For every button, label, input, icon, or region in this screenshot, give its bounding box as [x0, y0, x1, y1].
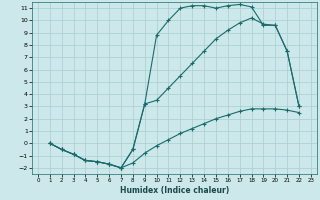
X-axis label: Humidex (Indice chaleur): Humidex (Indice chaleur) — [120, 186, 229, 195]
